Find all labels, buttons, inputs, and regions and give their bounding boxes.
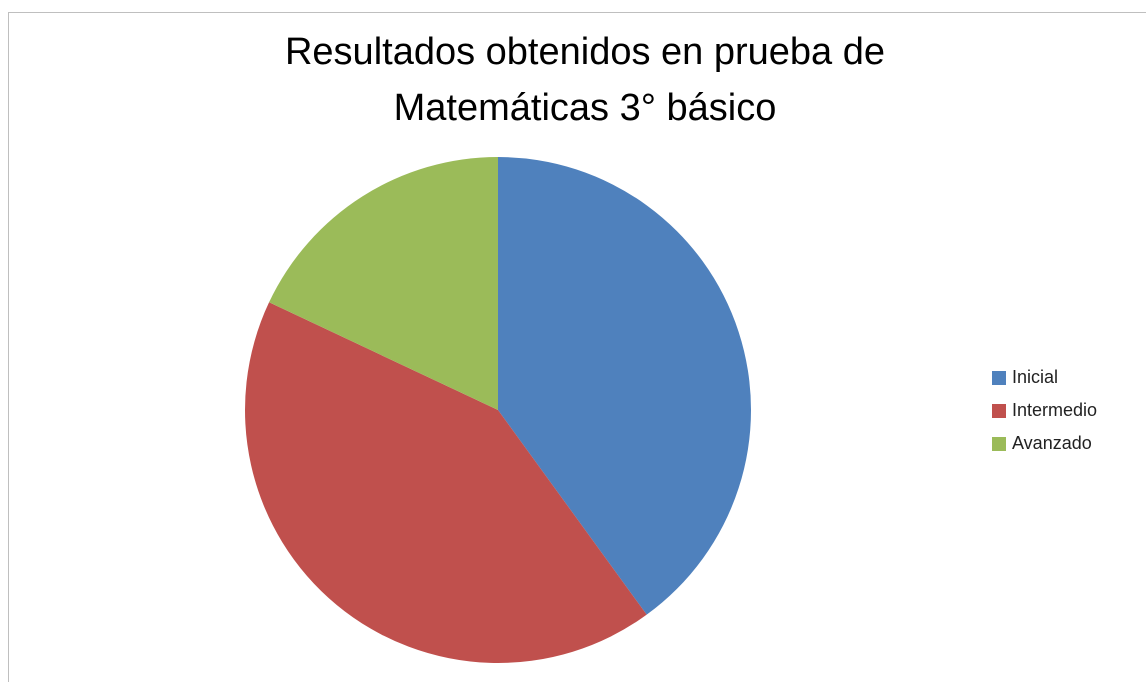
pie-slice <box>244 302 647 663</box>
chart-title: Resultados obtenidos en prueba de Matemá… <box>284 31 885 129</box>
legend-label: Avanzado <box>1012 433 1092 453</box>
legend-swatch <box>992 404 1006 418</box>
legend-label: Intermedio <box>1012 400 1097 420</box>
legend-label: Inicial <box>1012 367 1058 387</box>
chart-frame <box>8 12 1146 682</box>
pie-slice <box>269 157 498 410</box>
legend-swatch <box>992 437 1006 451</box>
legend-swatch <box>992 371 1006 385</box>
pie-slice <box>498 157 752 615</box>
